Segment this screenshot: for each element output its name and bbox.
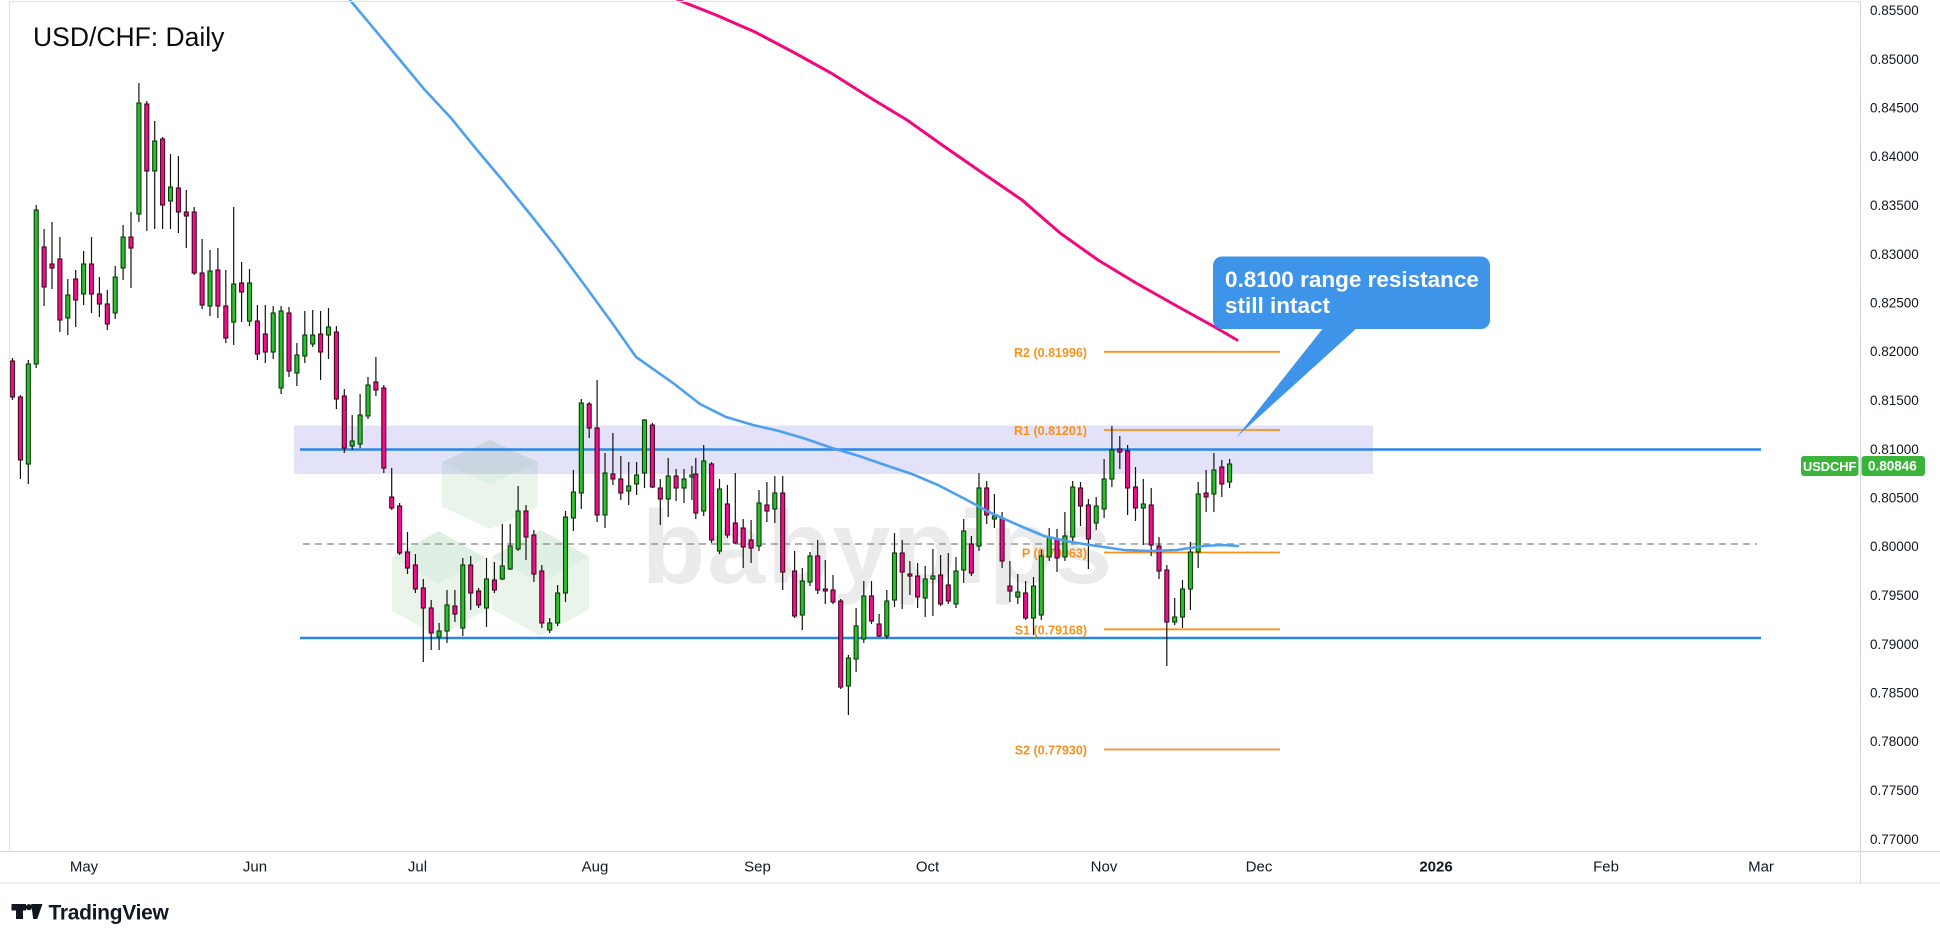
svg-text:S2 (0.77930): S2 (0.77930) bbox=[1015, 744, 1087, 758]
svg-text:0.82000: 0.82000 bbox=[1870, 344, 1919, 359]
svg-text:2026: 2026 bbox=[1419, 859, 1452, 876]
svg-text:0.79500: 0.79500 bbox=[1870, 588, 1919, 603]
svg-text:S1 (0.79168): S1 (0.79168) bbox=[1015, 623, 1087, 637]
svg-text:0.77000: 0.77000 bbox=[1870, 832, 1919, 847]
svg-text:0.85000: 0.85000 bbox=[1870, 52, 1919, 67]
svg-text:May: May bbox=[70, 859, 99, 876]
svg-text:Jul: Jul bbox=[408, 859, 427, 876]
svg-text:0.77500: 0.77500 bbox=[1870, 783, 1919, 798]
svg-text:0.82500: 0.82500 bbox=[1870, 296, 1919, 311]
svg-text:P (0.79963): P (0.79963) bbox=[1022, 547, 1087, 561]
svg-text:still intact: still intact bbox=[1225, 293, 1331, 318]
svg-text:Aug: Aug bbox=[582, 859, 609, 876]
svg-text:Feb: Feb bbox=[1593, 859, 1619, 876]
svg-text:Sep: Sep bbox=[744, 859, 771, 876]
svg-text:USDCHF: USDCHF bbox=[1803, 459, 1857, 474]
svg-text:0.78500: 0.78500 bbox=[1870, 686, 1919, 701]
svg-text:TradingView: TradingView bbox=[49, 902, 170, 925]
svg-text:R1 (0.81201): R1 (0.81201) bbox=[1014, 424, 1087, 438]
svg-text:Jun: Jun bbox=[243, 859, 267, 876]
svg-text:0.8100 range resistance: 0.8100 range resistance bbox=[1225, 267, 1479, 292]
svg-text:0.78000: 0.78000 bbox=[1870, 734, 1919, 749]
svg-text:Mar: Mar bbox=[1748, 859, 1774, 876]
svg-text:USD/CHF: Daily: USD/CHF: Daily bbox=[33, 22, 225, 52]
svg-text:0.84500: 0.84500 bbox=[1870, 101, 1919, 116]
svg-text:0.84000: 0.84000 bbox=[1870, 149, 1919, 164]
svg-text:0.83500: 0.83500 bbox=[1870, 198, 1919, 213]
svg-text:0.80000: 0.80000 bbox=[1870, 539, 1919, 554]
svg-text:0.79000: 0.79000 bbox=[1870, 637, 1919, 652]
svg-text:0.81000: 0.81000 bbox=[1870, 442, 1919, 457]
svg-text:Dec: Dec bbox=[1246, 859, 1273, 876]
svg-text:0.80846: 0.80846 bbox=[1868, 459, 1917, 474]
svg-text:0.83000: 0.83000 bbox=[1870, 247, 1919, 262]
svg-text:0.80500: 0.80500 bbox=[1870, 491, 1919, 506]
svg-text:0.85500: 0.85500 bbox=[1870, 3, 1919, 18]
svg-text:Oct: Oct bbox=[916, 859, 940, 876]
svg-text:0.81500: 0.81500 bbox=[1870, 393, 1919, 408]
svg-text:R2 (0.81996): R2 (0.81996) bbox=[1014, 346, 1087, 360]
svg-text:Nov: Nov bbox=[1091, 859, 1118, 876]
